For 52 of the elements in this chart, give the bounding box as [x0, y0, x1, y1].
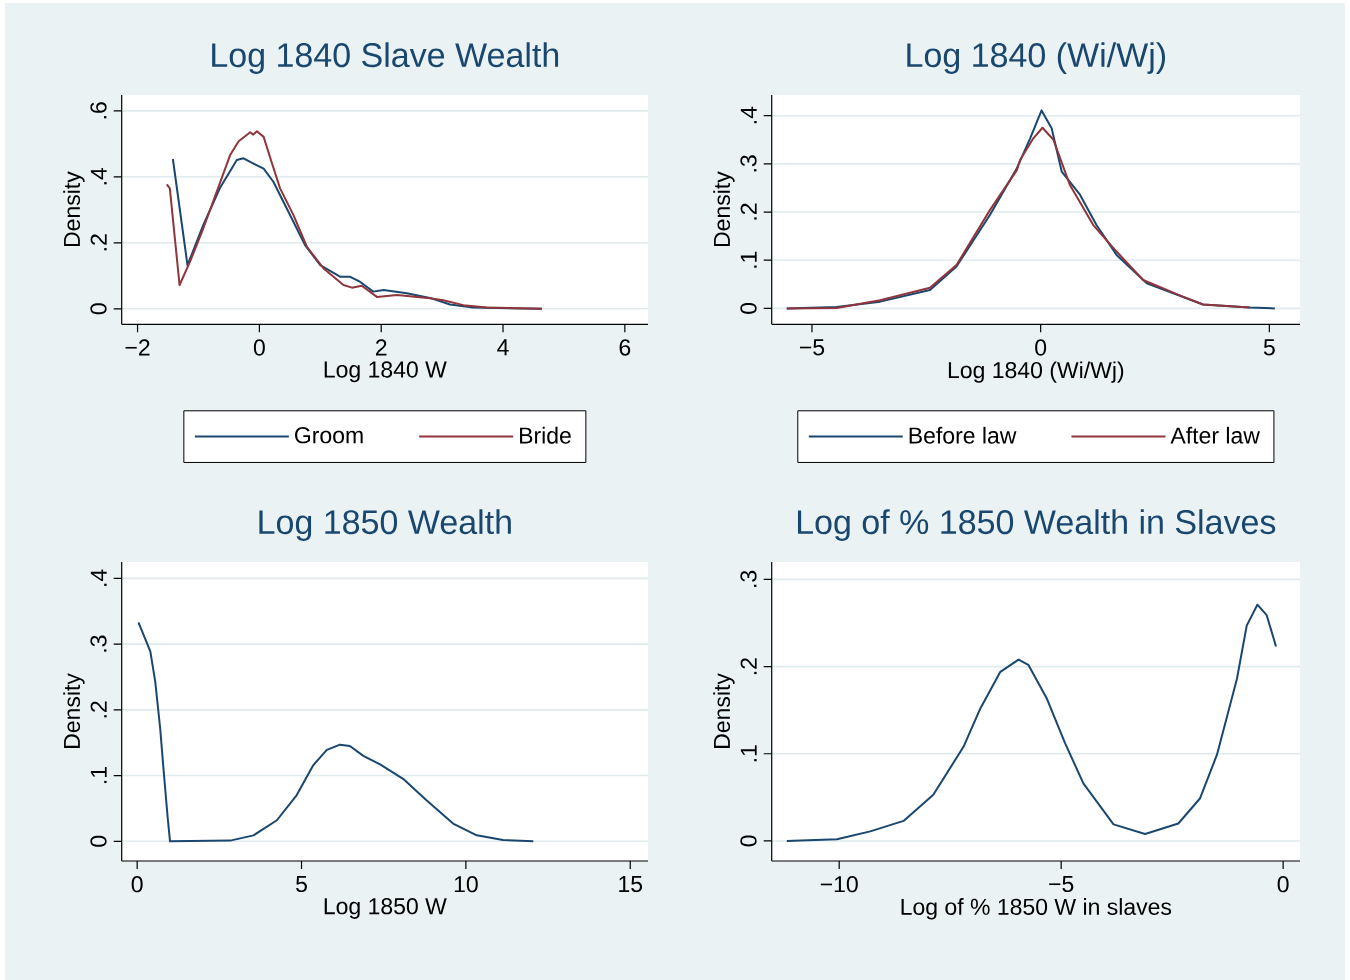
legend-label: Before law [909, 426, 1017, 444]
y-axis-title: Density [713, 171, 735, 247]
y-tick-label: .2 [740, 658, 757, 675]
x-tick-label: 5 [1263, 339, 1275, 356]
y-tick-label: .1 [740, 251, 757, 268]
x-axis-title: Log 1850 W [324, 898, 447, 919]
y-axis-title: Density [713, 673, 735, 748]
x-tick-label: 15 [619, 876, 643, 893]
y-tick-label: .3 [740, 570, 757, 587]
line-series [165, 130, 544, 310]
x-tick-label: −5 [1049, 876, 1074, 893]
y-tick-label: .3 [740, 155, 757, 172]
y-tick-label: .4 [90, 569, 107, 586]
y-tick-label: .1 [740, 745, 757, 762]
y-tick-label: .2 [90, 701, 107, 718]
x-tick-label: −10 [820, 876, 858, 893]
x-tick-label: 0 [1277, 876, 1289, 893]
x-tick-label: −2 [125, 339, 150, 356]
x-axis-title: Log 1840 (Wi/Wj) [948, 361, 1124, 383]
y-tick-label: 0 [740, 835, 757, 847]
x-tick-label: 5 [296, 876, 307, 893]
y-tick-label: 0 [90, 303, 107, 315]
chart-title: Log of % 1850 Wealth in Slaves [797, 509, 1276, 541]
line-series [137, 621, 535, 843]
chart-title: Log 1840 Slave Wealth [212, 42, 559, 74]
x-axis-title: Log of % 1850 W in slaves [901, 898, 1172, 920]
x-tick-label: 10 [454, 876, 478, 893]
x-axis-title: Log 1840 W [324, 361, 447, 383]
x-tick-label: −5 [799, 339, 825, 356]
y-tick-label: 0 [90, 835, 107, 847]
x-tick-label: 0 [1035, 339, 1047, 356]
y-tick-label: .6 [90, 102, 107, 119]
x-tick-label: 4 [497, 339, 509, 356]
y-axis-title: Density [63, 171, 85, 247]
line-series [785, 603, 1278, 842]
legend-label: Groom [295, 427, 363, 444]
y-axis-title: Density [63, 673, 85, 748]
y-tick-label: .1 [90, 767, 107, 784]
y-tick-label: .4 [90, 167, 107, 185]
y-tick-label: .2 [90, 234, 107, 251]
x-tick-label: 2 [375, 339, 387, 356]
legend-label: After law [1170, 426, 1260, 444]
y-tick-label: 0 [740, 302, 757, 314]
chart-title: Log 1840 (Wi/Wj) [907, 42, 1166, 74]
y-tick-label: .2 [740, 203, 757, 220]
y-tick-label: .4 [740, 106, 757, 124]
x-tick-label: 6 [619, 339, 631, 356]
y-tick-label: .3 [90, 635, 107, 652]
x-tick-label: 0 [253, 339, 265, 356]
x-tick-label: 0 [131, 876, 143, 893]
legend-label: Bride [520, 426, 571, 444]
chart-title: Log 1850 Wealth [259, 509, 511, 541]
